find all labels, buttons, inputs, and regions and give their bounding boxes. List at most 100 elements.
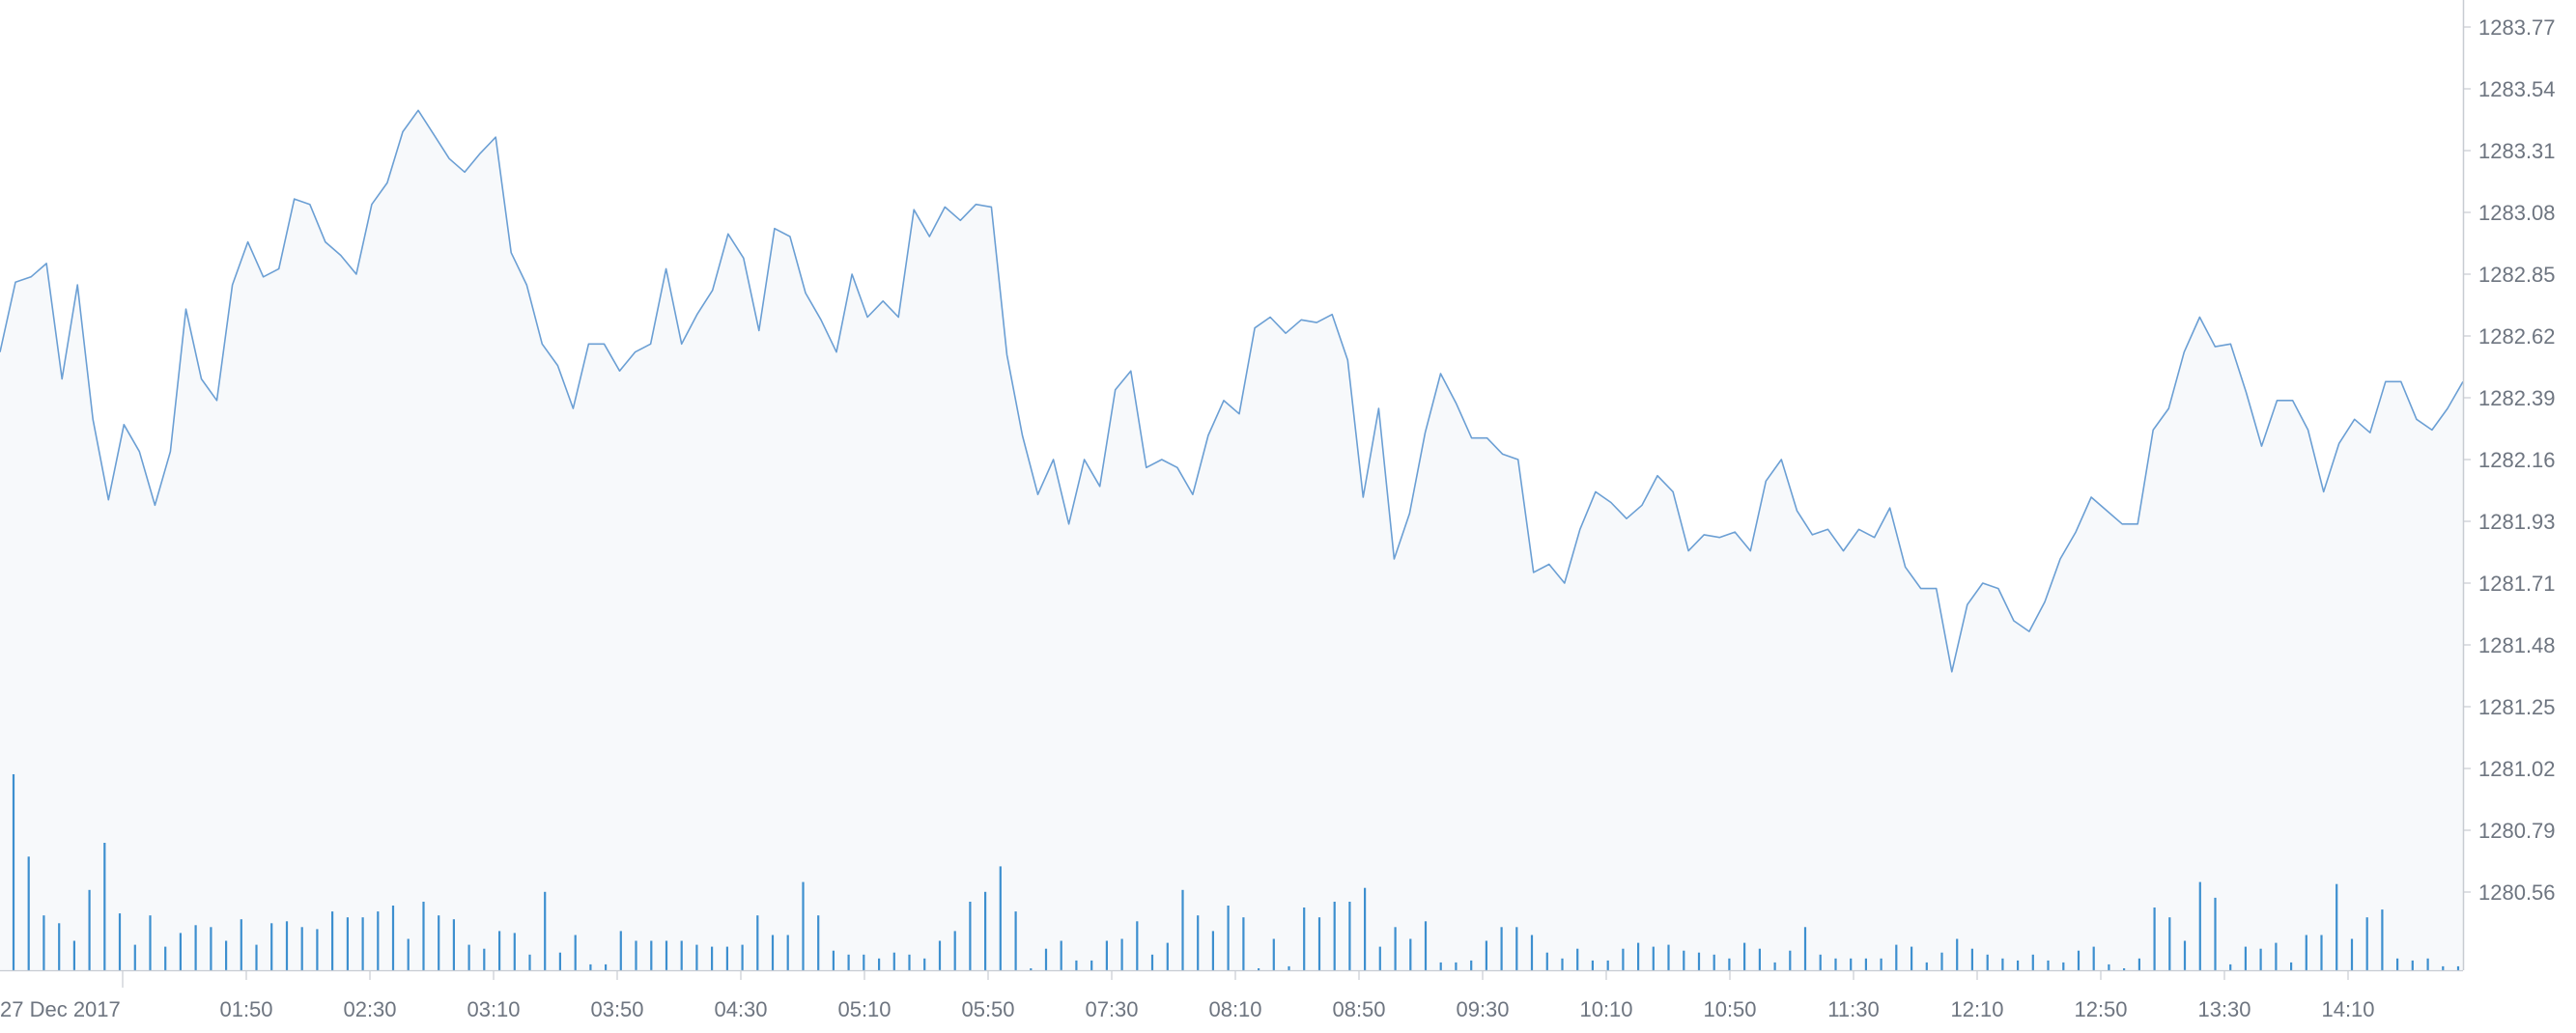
volume-bar xyxy=(1485,940,1487,970)
volume-bar xyxy=(1044,948,1048,970)
volume-bar xyxy=(1197,915,1200,970)
volume-bar xyxy=(1970,948,1973,970)
volume-bar xyxy=(1333,902,1336,970)
volume-bar xyxy=(1834,958,1837,970)
volume-bar xyxy=(2244,946,2247,970)
volume-bar xyxy=(225,940,228,970)
volume-bar xyxy=(984,891,987,970)
y-tick-label: 1283.31 xyxy=(2478,139,2556,163)
volume-bar xyxy=(2214,897,2217,970)
y-tick-label: 1283.54 xyxy=(2478,77,2556,101)
volume-bar xyxy=(1773,962,1776,970)
x-tick-label: 07:30 xyxy=(1085,997,1138,1021)
volume-bar xyxy=(255,944,258,970)
y-tick-label: 1280.79 xyxy=(2478,819,2556,843)
volume-bar xyxy=(1014,911,1017,970)
volume-bar xyxy=(2365,917,2368,970)
volume-bar xyxy=(210,927,212,970)
volume-bar xyxy=(1758,948,1761,970)
volume-bar xyxy=(2168,917,2171,970)
volume-bar xyxy=(2001,958,2004,970)
price-area-layer xyxy=(0,109,2464,971)
volume-bar xyxy=(771,935,775,970)
volume-bar xyxy=(1697,952,1701,970)
volume-bar xyxy=(619,931,622,970)
volume-bar xyxy=(2305,935,2307,970)
volume-bar xyxy=(938,940,942,970)
volume-bar xyxy=(1622,948,1625,970)
volume-bar xyxy=(2335,883,2338,970)
volume-bar xyxy=(1470,960,1473,971)
volume-bar xyxy=(635,940,637,970)
volume-bar xyxy=(361,917,364,970)
volume-bar xyxy=(756,915,759,970)
volume-bar xyxy=(953,931,956,970)
volume-bar xyxy=(2092,946,2095,970)
volume-bar xyxy=(164,946,167,970)
y-tick-label: 1280.56 xyxy=(2478,880,2556,905)
volume-bar xyxy=(1895,944,1898,970)
x-tick-label: 03:10 xyxy=(467,997,520,1021)
volume-bar xyxy=(741,944,744,970)
y-tick-label: 1281.48 xyxy=(2478,633,2556,657)
volume-bar xyxy=(1606,960,1609,971)
y-tick-label: 1282.39 xyxy=(2478,386,2556,410)
y-tick-label: 1282.85 xyxy=(2478,263,2556,287)
volume-bar xyxy=(2259,948,2262,970)
volume-bar xyxy=(285,921,289,971)
volume-bar xyxy=(605,963,608,970)
volume-bar xyxy=(1439,962,1442,970)
volume-bar xyxy=(12,774,15,970)
y-tick-label: 1283.77 xyxy=(2478,15,2556,40)
volume-bar xyxy=(2123,968,2126,970)
volume-bar xyxy=(452,919,455,970)
volume-bar xyxy=(908,954,911,970)
volume-bar xyxy=(407,938,410,970)
volume-bar xyxy=(1211,931,1214,970)
volume-bar xyxy=(103,843,106,970)
volume-bar xyxy=(832,950,835,970)
volume-bar xyxy=(892,952,895,970)
y-tick-label: 1283.08 xyxy=(2478,201,2556,225)
volume-bar xyxy=(1683,950,1685,970)
volume-bar xyxy=(1378,946,1381,970)
price-line xyxy=(0,109,2464,673)
x-tick-label: 12:10 xyxy=(1950,997,2003,1021)
volume-bar xyxy=(58,923,61,970)
x-tick-label: 11:30 xyxy=(1827,997,1879,1021)
volume-bar xyxy=(650,940,653,970)
volume-bar xyxy=(1242,917,1245,970)
volume-bar xyxy=(1530,935,1534,970)
volume-bar xyxy=(1424,921,1428,971)
volume-bar xyxy=(558,952,561,970)
x-tick-label: 05:10 xyxy=(837,997,891,1021)
volume-bar xyxy=(2017,960,2020,971)
x-tick-label: 10:50 xyxy=(1703,997,1756,1021)
volume-bar xyxy=(1789,950,1792,970)
volume-bar xyxy=(1728,958,1731,970)
volume-bar xyxy=(2108,963,2110,970)
x-tick-label: 03:50 xyxy=(590,997,643,1021)
volume-bar xyxy=(1925,962,1928,970)
volume-bar xyxy=(1120,938,1123,970)
volume-bar xyxy=(695,944,698,970)
volume-bar xyxy=(2183,940,2187,970)
volume-bar xyxy=(589,963,592,970)
volume-bar xyxy=(1258,968,1260,970)
volume-bar xyxy=(2062,962,2065,970)
volume-bar xyxy=(1545,952,1548,970)
volume-bar xyxy=(240,919,242,970)
volume-bar xyxy=(1911,946,1913,970)
volume-bar xyxy=(1364,887,1367,970)
volume-bar xyxy=(2350,938,2354,970)
volume-bar xyxy=(149,915,152,970)
volume-bar xyxy=(270,923,273,970)
x-tick-label: 08:50 xyxy=(1332,997,1385,1021)
volume-bar xyxy=(2229,963,2232,970)
volume-bar xyxy=(377,911,380,970)
volume-bar xyxy=(1652,946,1655,970)
volume-bar xyxy=(316,929,319,970)
volume-bar xyxy=(680,940,683,970)
x-tick-label: 12:50 xyxy=(2074,997,2127,1021)
